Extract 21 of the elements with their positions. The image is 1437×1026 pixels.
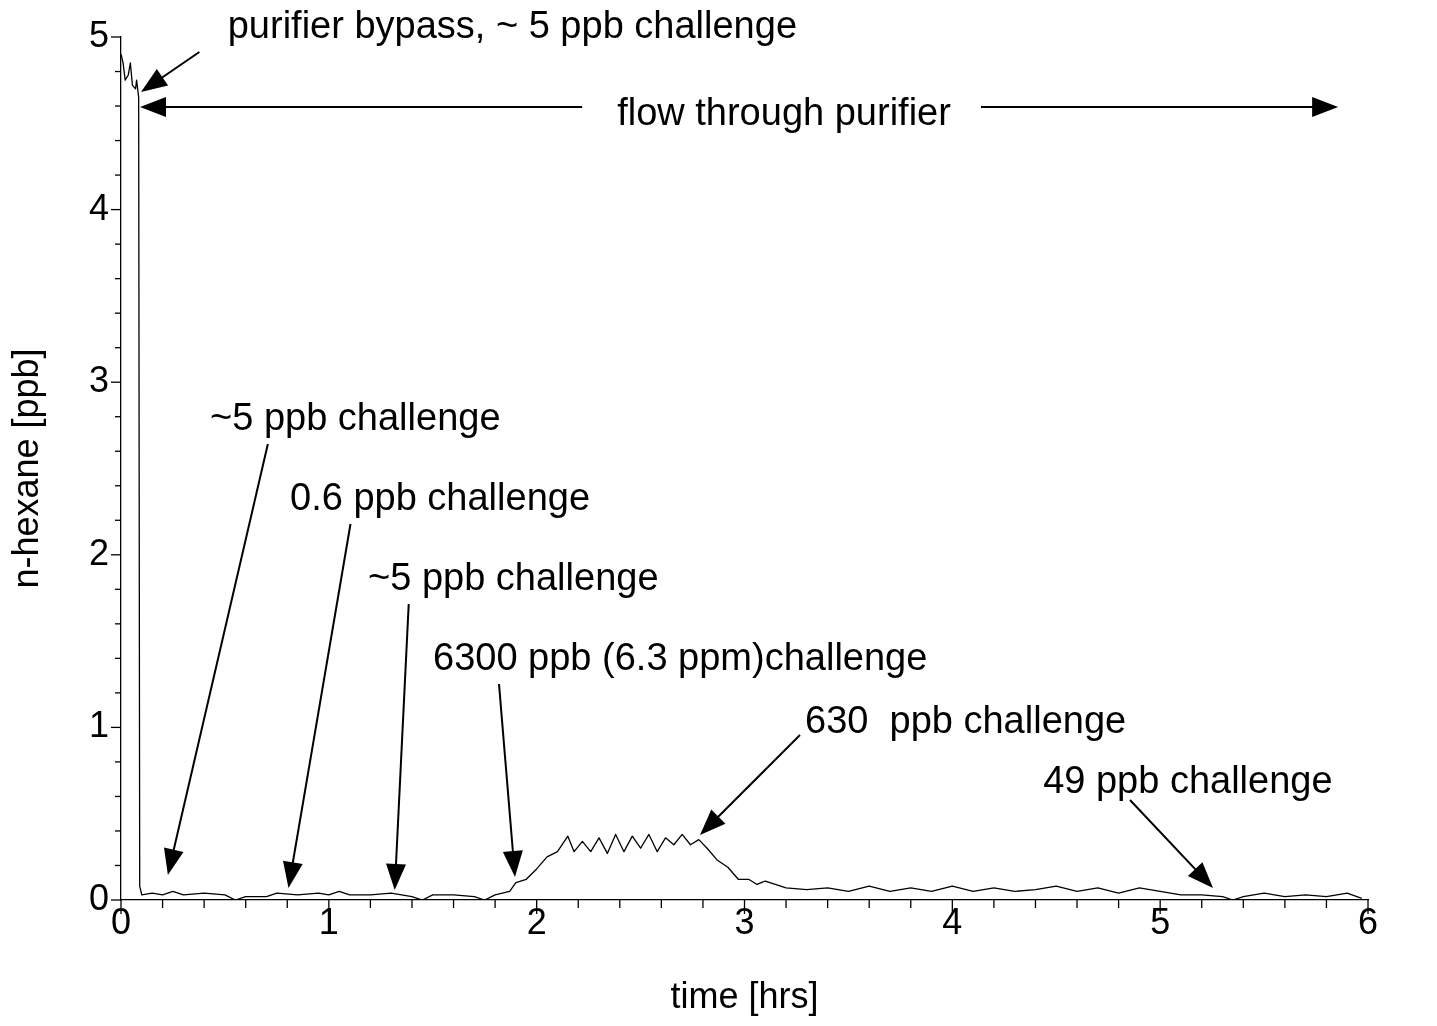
annotation: flow through purifier: [617, 91, 952, 134]
x-tick-label: 1: [318, 900, 339, 942]
y-axis-title: n-hexane [ppb]: [4, 348, 46, 589]
annotation: ~5 ppb challenge: [368, 556, 659, 599]
annotation: 630 ppb challenge: [805, 699, 1127, 742]
x-tick-label: 5: [1150, 900, 1171, 942]
annotation: purifier bypass, ~ 5 ppb challenge: [227, 4, 798, 47]
y-tick-label: 3: [88, 359, 109, 401]
x-tick-label: 3: [734, 900, 755, 942]
x-tick-label: 4: [942, 900, 963, 942]
annotation: 6300 ppb (6.3 ppm)challenge: [433, 636, 928, 679]
annotation: 0.6 ppb challenge: [290, 476, 591, 519]
x-axis-title: time [hrs]: [670, 975, 819, 1017]
y-tick-label: 2: [88, 531, 109, 573]
y-tick-label: 1: [88, 704, 109, 746]
y-tick-label: 5: [88, 13, 109, 55]
x-tick-label: 2: [526, 900, 547, 942]
x-tick-label: 6: [1357, 900, 1379, 942]
annotation: ~5 ppb challenge: [210, 396, 501, 439]
annotation: 49 ppb challenge: [1043, 759, 1333, 802]
y-tick-label: 4: [88, 186, 109, 228]
